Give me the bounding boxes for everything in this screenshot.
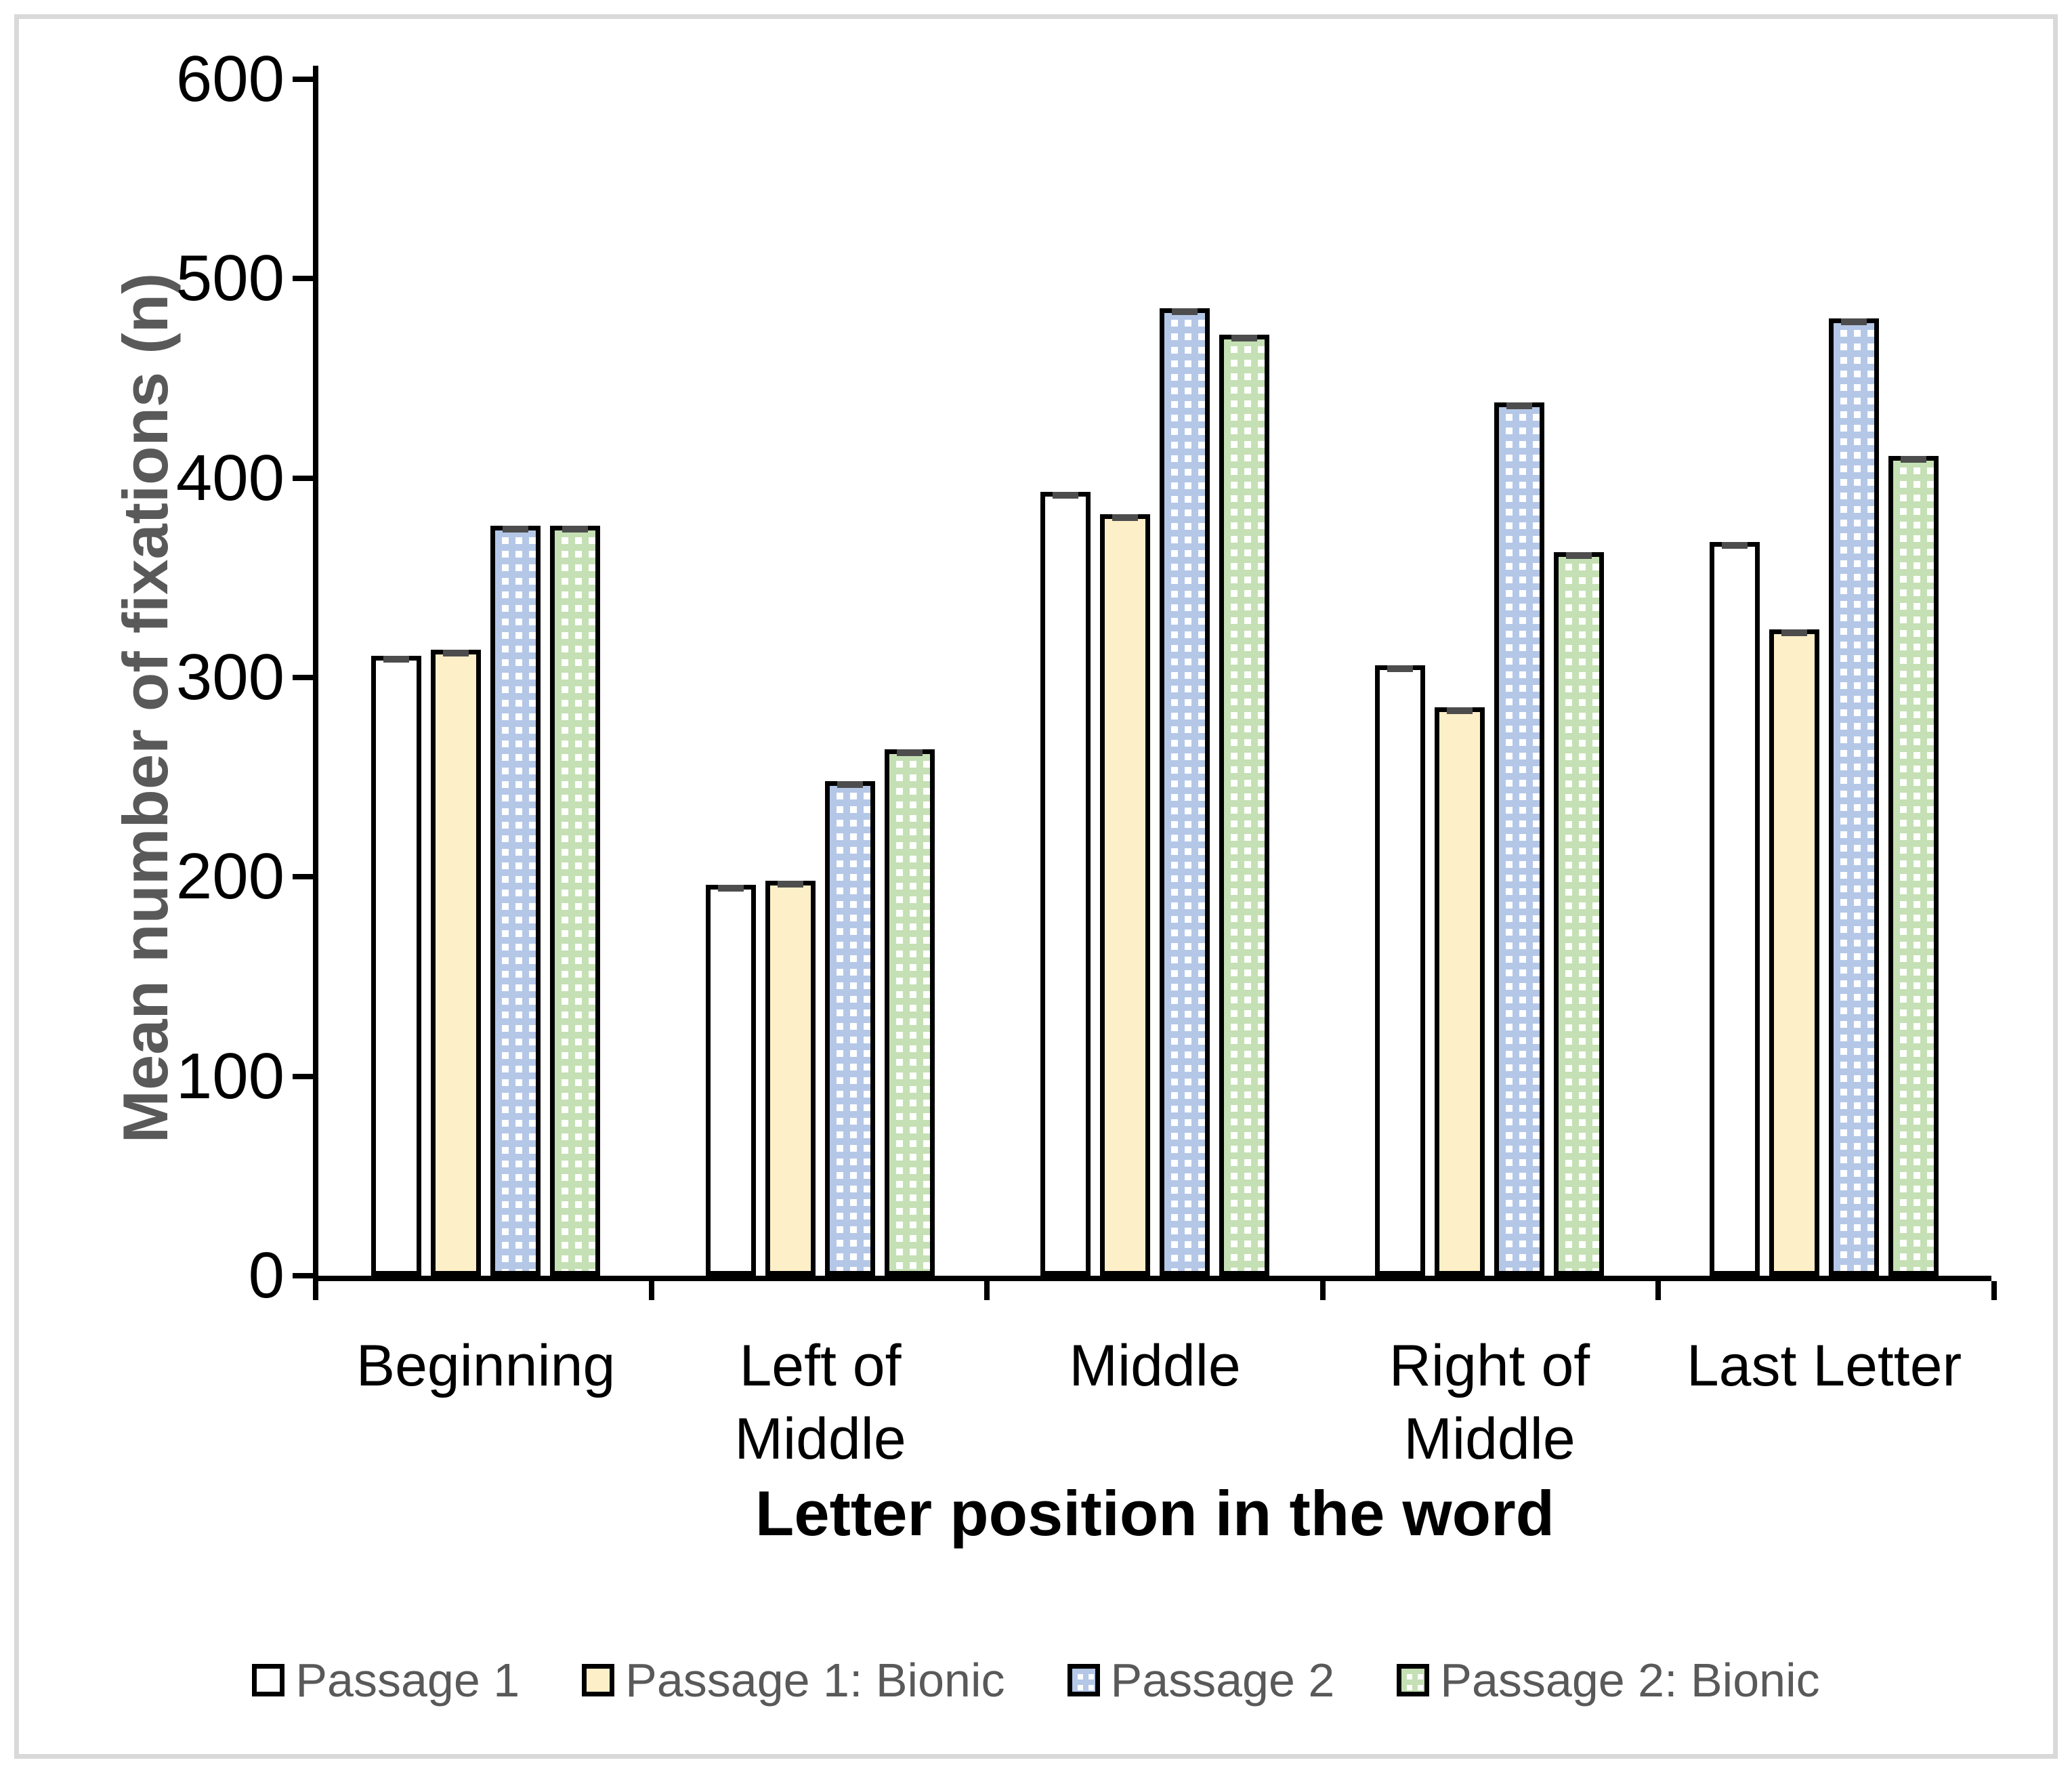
error-bar-cap [897, 749, 923, 756]
y-tick-mark [293, 675, 313, 680]
bar-passage-1 [1040, 492, 1091, 1276]
x-tick-mark [984, 1281, 990, 1300]
legend: Passage 1 Passage 1: Bionic Passage 2 Passa… [0, 1653, 2072, 1707]
bar-passage-2 [490, 526, 541, 1276]
error-bar-cap [1506, 402, 1532, 409]
y-tick-mark [293, 77, 313, 82]
y-axis-line [313, 66, 318, 1281]
figure-frame [14, 14, 2058, 1759]
bar-passage-1 [706, 885, 756, 1276]
y-tick-mark [293, 276, 313, 282]
bar-passage-1-bionic [431, 650, 481, 1276]
legend-label: Passage 1 [295, 1654, 520, 1707]
legend-swatch-icon [252, 1664, 285, 1696]
y-tick-label: 200 [175, 840, 284, 913]
error-bar-cap [1053, 492, 1078, 499]
bar-passage-1 [371, 656, 421, 1276]
legend-swatch-icon [1397, 1664, 1430, 1696]
bar-passage-2 [1494, 402, 1544, 1276]
error-bar-cap [1781, 629, 1807, 636]
x-category-label: Last Letter [1686, 1333, 1962, 1398]
legend-item: Passage 1: Bionic [582, 1653, 1005, 1707]
bar-passage-1 [1375, 665, 1425, 1276]
error-bar-cap [778, 881, 803, 888]
bar-passage-2 [1160, 308, 1210, 1276]
error-bar-cap [562, 526, 588, 533]
bar-passage-2-bionic [885, 749, 935, 1276]
y-tick-label: 400 [175, 441, 284, 514]
bar-passage-2-bionic [1219, 335, 1269, 1276]
bar-passage-1 [1710, 542, 1760, 1276]
y-tick-mark [293, 1073, 313, 1079]
x-tick-mark [313, 1281, 318, 1300]
y-tick-mark [293, 1273, 313, 1278]
error-bar-cap [1447, 707, 1473, 714]
error-bar-cap [1231, 335, 1257, 341]
error-bar-cap [383, 656, 409, 663]
x-category-label: Middle [1069, 1333, 1241, 1398]
error-bar-cap [1722, 542, 1748, 549]
legend-label: Passage 2 [1110, 1654, 1335, 1707]
error-bar-cap [1566, 552, 1592, 559]
error-bar-cap [718, 885, 744, 892]
x-category-label: Left of Middle [734, 1333, 906, 1472]
y-tick-mark [293, 475, 313, 481]
y-tick-label: 300 [175, 641, 284, 713]
y-tick-label: 0 [248, 1239, 284, 1312]
bar-passage-1-bionic [765, 881, 816, 1276]
bar-passage-2-bionic [1888, 456, 1939, 1276]
legend-label: Passage 2: Bionic [1440, 1654, 1820, 1707]
x-tick-mark [1655, 1281, 1662, 1300]
error-bar-cap [1901, 456, 1926, 463]
legend-swatch-icon [1067, 1664, 1100, 1696]
legend-swatch-icon [582, 1664, 615, 1696]
error-bar-cap [503, 526, 528, 533]
error-bar-cap [1112, 514, 1138, 521]
x-tick-mark [1319, 1281, 1326, 1300]
error-bar-cap [1172, 308, 1198, 315]
error-bar-cap [1841, 318, 1867, 325]
y-tick-label: 100 [175, 1039, 284, 1112]
legend-label: Passage 1: Bionic [625, 1654, 1005, 1707]
legend-item: Passage 2 [1067, 1653, 1335, 1707]
x-category-label: Right of Middle [1389, 1333, 1590, 1472]
x-tick-mark [1991, 1281, 1997, 1300]
y-tick-label: 500 [175, 242, 284, 315]
bar-passage-2 [1829, 318, 1879, 1276]
x-axis-line [313, 1276, 1991, 1281]
bar-passage-1-bionic [1769, 629, 1819, 1276]
y-tick-mark [293, 874, 313, 880]
error-bar-cap [443, 650, 469, 656]
x-tick-mark [648, 1281, 654, 1300]
y-tick-label: 600 [175, 43, 284, 115]
bar-passage-2-bionic [550, 526, 600, 1276]
error-bar-cap [837, 781, 863, 788]
bar-passage-2 [825, 781, 875, 1276]
x-category-label: Beginning [356, 1333, 616, 1398]
bar-passage-2-bionic [1554, 552, 1604, 1276]
legend-item: Passage 2: Bionic [1397, 1653, 1820, 1707]
legend-item: Passage 1 [252, 1653, 520, 1707]
bar-passage-1-bionic [1100, 514, 1150, 1276]
x-axis-title: Letter position in the word [755, 1478, 1555, 1549]
bar-passage-1-bionic [1435, 707, 1485, 1276]
error-bar-cap [1387, 665, 1413, 672]
